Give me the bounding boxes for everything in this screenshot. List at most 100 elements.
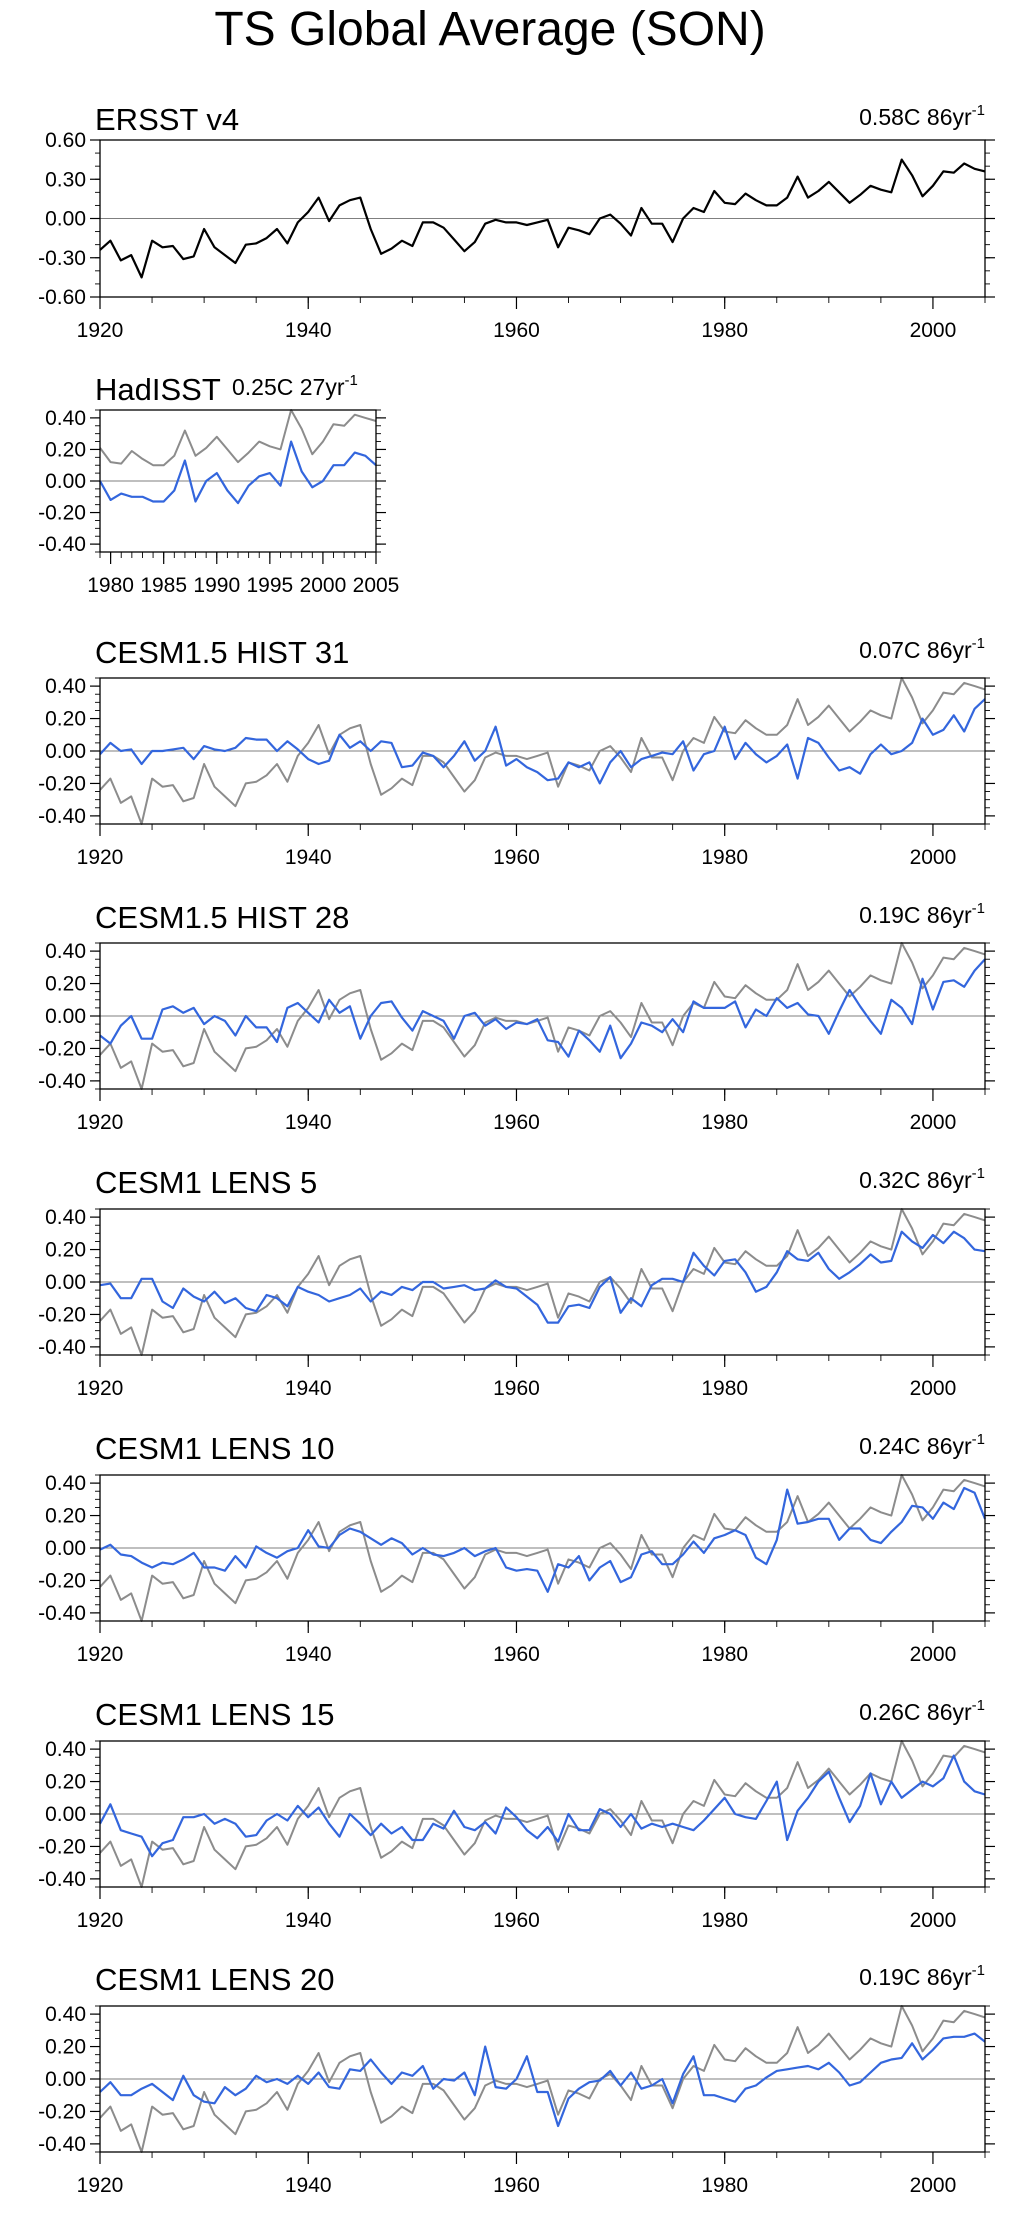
x-tick-label: 1940	[285, 319, 332, 342]
trend-value: 0.19C 86yr	[859, 1964, 972, 1990]
series-line-model	[99, 1754, 986, 1858]
y-tick-label: 0.40	[45, 1738, 86, 1761]
y-tick-label: -0.40	[38, 1602, 86, 1625]
y-tick-label: 0.00	[45, 470, 86, 493]
trend-exponent: -1	[972, 1431, 985, 1448]
y-tick-label: 0.40	[45, 407, 86, 430]
trend-label: 0.32C 86yr-1	[859, 1165, 985, 1193]
trend-exponent: -1	[972, 1962, 985, 1979]
y-tick-label: 0.40	[45, 940, 86, 963]
series-line-reference	[99, 942, 986, 1090]
y-tick-label: 0.00	[45, 2068, 86, 2091]
x-tick-label: 1960	[493, 2174, 540, 2197]
x-tick-label: 1980	[701, 1909, 748, 1932]
x-tick-label: 1940	[285, 1377, 332, 1400]
series-line-model	[99, 1230, 986, 1324]
y-tick-label: 0.20	[45, 438, 86, 461]
trend-exponent: -1	[972, 102, 985, 119]
y-tick-label: -0.20	[38, 502, 86, 525]
y-tick-label: 0.20	[45, 2036, 86, 2059]
panel-4: 0.40 0.20 0.00 -0.20 -0.40 1920 1940 1960 1980 20…	[38, 900, 995, 1134]
x-tick-label: 2000	[910, 846, 957, 869]
figure-title: TS Global Average (SON)	[214, 3, 765, 56]
x-tick-label: 1960	[493, 846, 540, 869]
y-tick-label: 0.00	[45, 1537, 86, 1560]
trend-value: 0.58C 86yr	[859, 104, 972, 130]
y-tick-label: -0.40	[38, 1868, 86, 1891]
y-tick-label: 0.20	[45, 1771, 86, 1794]
panel-title: CESM1 LENS 10	[95, 1431, 335, 1466]
y-tick-label: -0.20	[38, 2100, 86, 2123]
trend-label: 0.07C 86yr-1	[859, 635, 985, 663]
x-tick-label: 2005	[353, 574, 400, 597]
series-line-model	[99, 1486, 987, 1593]
trend-value: 0.24C 86yr	[859, 1433, 972, 1459]
y-tick-label: -0.20	[38, 772, 86, 795]
x-tick-label: 1920	[77, 1377, 124, 1400]
series-line-model	[99, 2032, 986, 2128]
x-tick-label: 1980	[701, 846, 748, 869]
y-tick-label: -0.40	[38, 1070, 86, 1093]
panel-title: CESM1.5 HIST 28	[95, 900, 349, 935]
x-tick-label: 2000	[910, 319, 957, 342]
y-tick-label: 0.00	[45, 208, 86, 231]
series-line-model	[99, 958, 986, 1060]
series-line-reference	[99, 677, 986, 825]
series-line-reference	[99, 409, 377, 467]
x-tick-label: 1985	[140, 574, 187, 597]
x-tick-label: 2000	[910, 1909, 957, 1932]
panel-7: 0.40 0.20 0.00 -0.20 -0.40 1920 1940 1960 1980 20…	[38, 1697, 995, 1932]
y-tick-label: 0.00	[45, 740, 86, 763]
x-tick-label: 1995	[246, 574, 293, 597]
y-tick-label: 0.60	[45, 129, 86, 152]
trend-value: 0.07C 86yr	[859, 637, 972, 663]
series-line-reference	[99, 1208, 986, 1356]
panel-5: 0.40 0.20 0.00 -0.20 -0.40 1920 1940 1960 1980 20…	[38, 1165, 995, 1400]
series-line-reference	[99, 1474, 986, 1622]
y-tick-label: 0.20	[45, 1505, 86, 1528]
panel-6: 0.40 0.20 0.00 -0.20 -0.40 1920 1940 1960 1980 20…	[38, 1431, 995, 1666]
x-tick-label: 1960	[493, 1909, 540, 1932]
panel-title: CESM1 LENS 5	[95, 1165, 317, 1200]
x-tick-label: 1960	[493, 1111, 540, 1134]
y-tick-label: 0.20	[45, 973, 86, 996]
panel-title: HadISST	[95, 372, 221, 407]
y-tick-label: -0.40	[38, 2133, 86, 2156]
x-tick-label: 1920	[77, 2174, 124, 2197]
trend-label: 0.19C 86yr-1	[859, 1962, 985, 1990]
x-tick-label: 1980	[701, 1643, 748, 1666]
panel-title: CESM1 LENS 20	[95, 1962, 335, 1997]
x-tick-label: 1920	[77, 1909, 124, 1932]
x-tick-label: 2000	[910, 2174, 957, 2197]
panel-title: CESM1 LENS 15	[95, 1697, 335, 1732]
x-tick-label: 1920	[77, 319, 124, 342]
y-tick-label: 0.00	[45, 1803, 86, 1826]
y-tick-label: -0.20	[38, 1569, 86, 1592]
trend-exponent: -1	[972, 1165, 985, 1182]
trend-exponent: -1	[972, 900, 985, 917]
y-tick-label: -0.20	[38, 1037, 86, 1060]
x-tick-label: 1980	[701, 319, 748, 342]
trend-label: 0.25C 27yr-1	[232, 372, 358, 400]
panel-title: CESM1.5 HIST 31	[95, 635, 349, 670]
y-tick-label: -0.20	[38, 1303, 86, 1326]
y-tick-label: 0.40	[45, 675, 86, 698]
trend-value: 0.26C 86yr	[859, 1699, 972, 1725]
y-tick-label: -0.40	[38, 1336, 86, 1359]
panel-3: 0.40 0.20 0.00 -0.20 -0.40 1920 1940 1960 1980 20…	[38, 635, 995, 869]
trend-value: 0.32C 86yr	[859, 1167, 972, 1193]
trend-value: 0.25C 27yr	[232, 374, 345, 400]
x-tick-label: 1940	[285, 1111, 332, 1134]
x-tick-label: 2000	[910, 1643, 957, 1666]
series-line-reference	[99, 2005, 986, 2153]
y-tick-label: -0.30	[38, 247, 86, 270]
y-tick-label: 0.20	[45, 708, 86, 731]
trend-exponent: -1	[972, 635, 985, 652]
trend-label: 0.58C 86yr-1	[859, 102, 985, 130]
y-tick-label: 0.00	[45, 1005, 86, 1028]
x-tick-label: 2000	[300, 574, 347, 597]
x-tick-label: 2000	[910, 1377, 957, 1400]
series-line-observed	[99, 158, 986, 279]
